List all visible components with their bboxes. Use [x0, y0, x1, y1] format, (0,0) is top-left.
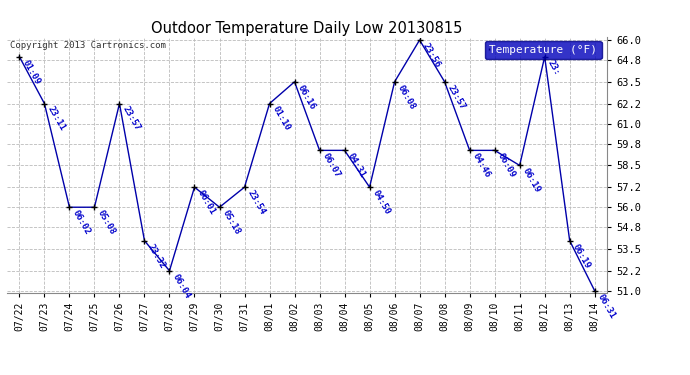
- Text: 23:11: 23:11: [46, 105, 67, 133]
- Text: Copyright 2013 Cartronics.com: Copyright 2013 Cartronics.com: [10, 41, 166, 50]
- Text: 06:07: 06:07: [321, 152, 342, 180]
- Text: 23:54: 23:54: [246, 189, 267, 216]
- Text: 01:09: 01:09: [21, 58, 42, 86]
- Text: 06:09: 06:09: [496, 152, 518, 180]
- Title: Outdoor Temperature Daily Low 20130815: Outdoor Temperature Daily Low 20130815: [151, 21, 463, 36]
- Text: 04:31: 04:31: [346, 152, 367, 180]
- Text: 01:10: 01:10: [271, 105, 292, 133]
- Text: 05:08: 05:08: [96, 209, 117, 236]
- Text: 06:04: 06:04: [171, 272, 192, 300]
- Text: 06:16: 06:16: [296, 83, 317, 111]
- Text: 06:01: 06:01: [196, 189, 217, 216]
- Text: 04:46: 04:46: [471, 152, 492, 180]
- Legend: Temperature (°F): Temperature (°F): [485, 40, 602, 59]
- Text: 06:02: 06:02: [71, 209, 92, 236]
- Text: 06:31: 06:31: [596, 292, 618, 320]
- Text: 23:56: 23:56: [421, 41, 442, 69]
- Text: 06:19: 06:19: [571, 242, 592, 270]
- Text: 23:: 23:: [546, 58, 562, 76]
- Text: 06:19: 06:19: [521, 167, 542, 195]
- Text: 04:50: 04:50: [371, 189, 392, 216]
- Text: 23:57: 23:57: [446, 83, 467, 111]
- Text: 05:18: 05:18: [221, 209, 242, 236]
- Text: 06:08: 06:08: [396, 83, 417, 111]
- Text: 23:57: 23:57: [121, 105, 142, 133]
- Text: 23:32: 23:32: [146, 242, 167, 270]
